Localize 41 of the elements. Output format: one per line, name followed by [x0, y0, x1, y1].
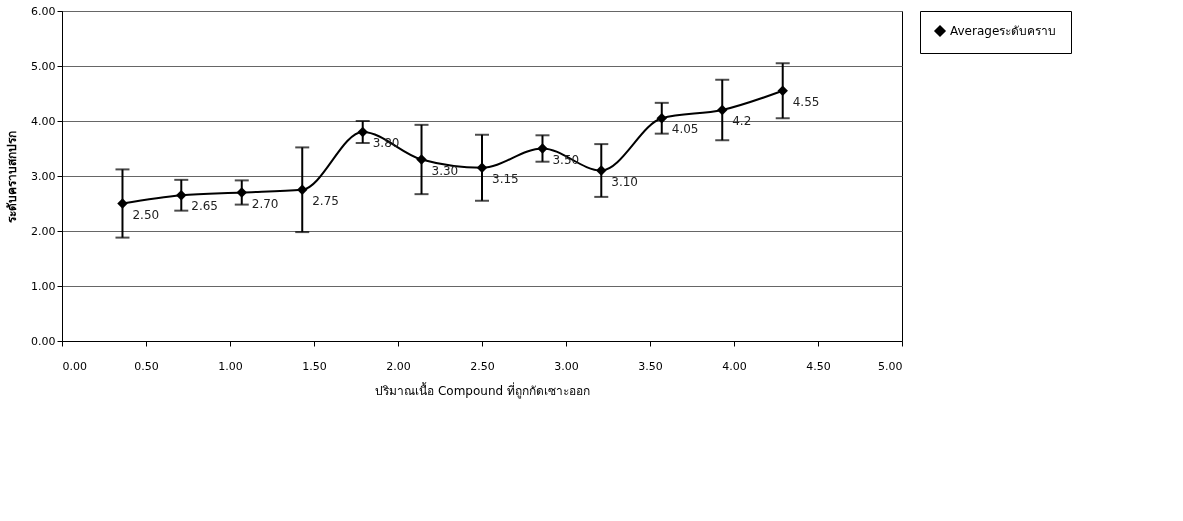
- x-tick-label: 1.00: [218, 359, 243, 373]
- data-label: 2.70: [251, 196, 279, 211]
- data-label: 2.65: [191, 199, 218, 214]
- point: [476, 162, 488, 173]
- point: [357, 126, 368, 138]
- point: [656, 113, 667, 124]
- x-tick-label: 2.00: [386, 359, 411, 373]
- x-axis-title: ปริมาณเนื้อ Compound ที่ถูกกัดเซาะออก: [375, 381, 590, 399]
- y-tick-label: 0.00: [31, 334, 56, 348]
- point: [777, 85, 788, 96]
- data-label: 3.30: [431, 163, 459, 178]
- x-tick-label: 3.50: [638, 359, 663, 373]
- y-tick-label: 2.00: [31, 224, 56, 238]
- data-label: 2.50: [132, 207, 160, 222]
- x-tick-label: 0.00: [62, 359, 87, 373]
- x-tick-label: 0.50: [134, 359, 159, 373]
- y-tick-label: 1.00: [31, 279, 56, 293]
- x-tick-label: 4.00: [722, 359, 747, 373]
- point: [596, 165, 607, 176]
- point: [117, 198, 128, 209]
- y-tick-label: 4.00: [31, 114, 56, 128]
- legend-label: Averageระดับคราบ: [950, 24, 1057, 38]
- x-tick-label: 2.50: [470, 359, 495, 373]
- point: [416, 154, 427, 165]
- data-label: 4.05: [671, 122, 699, 137]
- data-label: 4.55: [792, 94, 820, 109]
- data-label: 3.10: [611, 174, 638, 189]
- x-tick-label: 1.50: [302, 359, 327, 373]
- y-axis-title: ระดับคราบสกปรก: [5, 130, 20, 223]
- y-tick-label: 3.00: [31, 169, 56, 183]
- x-tick-label: 5.00: [878, 359, 903, 373]
- point: [717, 104, 728, 116]
- point: [537, 143, 548, 154]
- point: [176, 190, 187, 201]
- point: [236, 187, 247, 198]
- data-label: 2.75: [312, 193, 339, 208]
- y-tick-label: 5.00: [31, 59, 56, 73]
- x-tick-label: 3.00: [554, 359, 579, 373]
- point: [297, 184, 308, 195]
- x-tick-label: 4.50: [806, 359, 831, 373]
- y-tick-label: 6.00: [31, 4, 56, 18]
